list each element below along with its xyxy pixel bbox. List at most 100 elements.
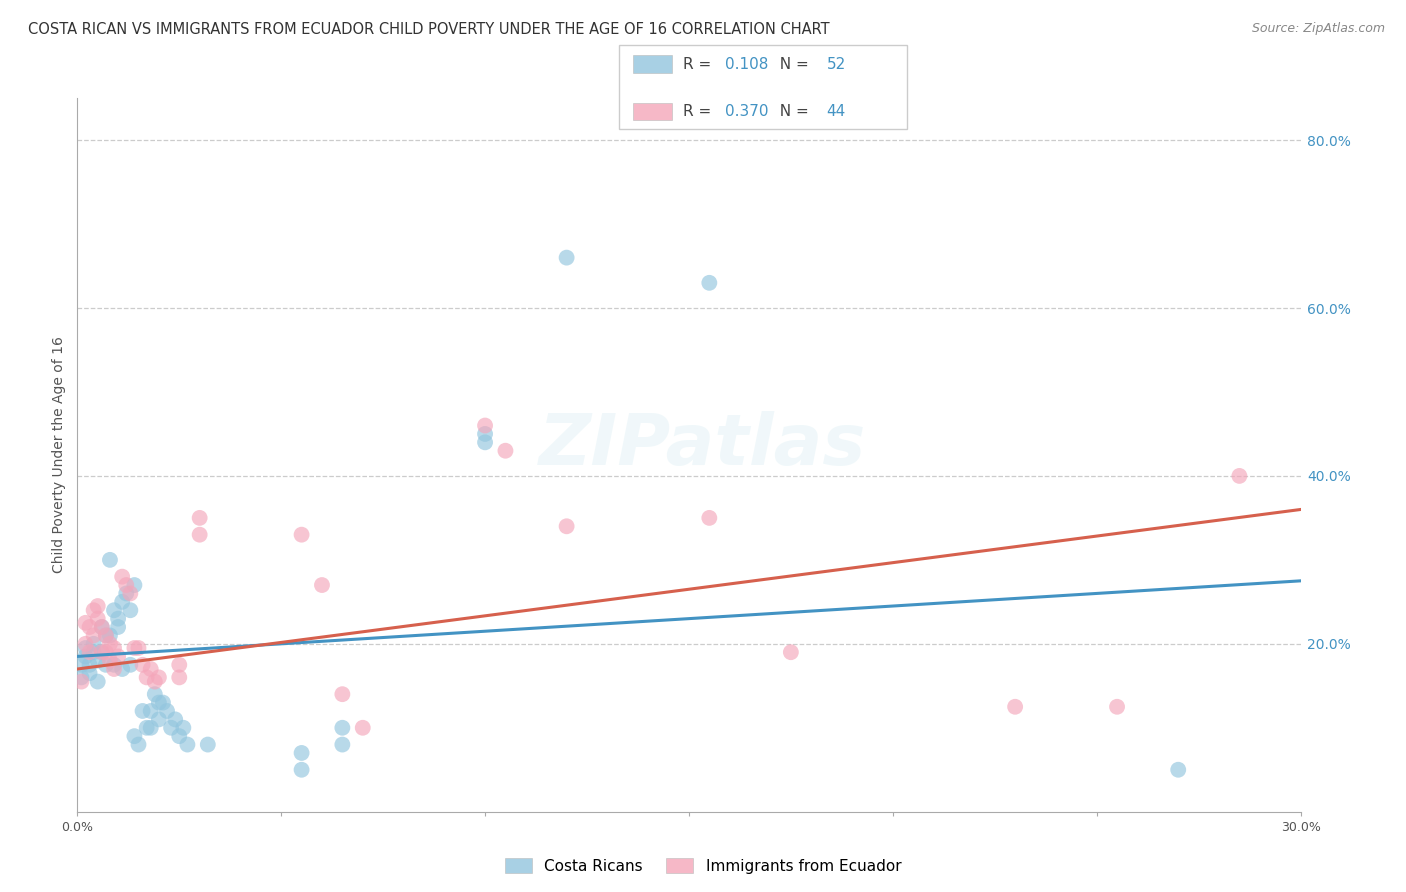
- Text: 0.108: 0.108: [725, 57, 769, 71]
- Point: [90, 620, 112, 634]
- Text: ZIPatlas: ZIPatlas: [540, 411, 866, 481]
- Point: [94, 645, 117, 659]
- Point: [83, 603, 105, 617]
- Point: [176, 738, 198, 752]
- Point: [90, 645, 112, 659]
- Text: COSTA RICAN VS IMMIGRANTS FROM ECUADOR CHILD POVERTY UNDER THE AGE OF 16 CORRELA: COSTA RICAN VS IMMIGRANTS FROM ECUADOR C…: [28, 22, 830, 37]
- Text: R =: R =: [683, 104, 717, 119]
- Point: [107, 612, 129, 626]
- Point: [111, 569, 134, 583]
- Point: [103, 640, 125, 655]
- Point: [291, 763, 314, 777]
- Point: [139, 662, 162, 676]
- Text: 44: 44: [827, 104, 846, 119]
- Point: [90, 620, 112, 634]
- Point: [188, 527, 211, 541]
- Point: [135, 721, 157, 735]
- Point: [1107, 699, 1129, 714]
- Point: [75, 640, 97, 655]
- Point: [291, 527, 314, 541]
- Point: [87, 599, 110, 613]
- Point: [98, 654, 121, 668]
- Point: [197, 738, 219, 752]
- Point: [83, 628, 105, 642]
- Point: [70, 674, 93, 689]
- Text: N =: N =: [770, 104, 814, 119]
- Point: [165, 712, 187, 726]
- Point: [128, 738, 150, 752]
- Point: [474, 418, 496, 433]
- Point: [90, 645, 112, 659]
- Legend: Costa Ricans, Immigrants from Ecuador: Costa Ricans, Immigrants from Ecuador: [499, 852, 907, 880]
- Point: [120, 586, 142, 600]
- Point: [120, 657, 142, 672]
- Point: [103, 603, 125, 617]
- Point: [1004, 699, 1026, 714]
- Point: [98, 628, 121, 642]
- Point: [139, 704, 162, 718]
- Point: [332, 738, 354, 752]
- Point: [1229, 469, 1251, 483]
- Point: [172, 721, 194, 735]
- Point: [143, 674, 166, 689]
- Point: [131, 657, 153, 672]
- Point: [79, 645, 101, 659]
- Point: [495, 443, 517, 458]
- Point: [131, 704, 153, 718]
- Point: [160, 721, 183, 735]
- Point: [124, 640, 146, 655]
- Point: [111, 662, 134, 676]
- Text: 52: 52: [827, 57, 846, 71]
- Point: [780, 645, 803, 659]
- Point: [107, 620, 129, 634]
- Point: [124, 729, 146, 743]
- Y-axis label: Child Poverty Under the Age of 16: Child Poverty Under the Age of 16: [52, 336, 66, 574]
- Point: [474, 435, 496, 450]
- Point: [87, 612, 110, 626]
- Point: [75, 637, 97, 651]
- Point: [87, 654, 110, 668]
- Point: [94, 628, 117, 642]
- Point: [94, 657, 117, 672]
- Point: [152, 696, 174, 710]
- Text: 0.370: 0.370: [725, 104, 769, 119]
- Point: [555, 251, 578, 265]
- Point: [332, 687, 354, 701]
- Point: [115, 578, 138, 592]
- Point: [555, 519, 578, 533]
- Point: [143, 687, 166, 701]
- Point: [120, 603, 142, 617]
- Point: [87, 674, 110, 689]
- Point: [70, 657, 93, 672]
- Point: [169, 657, 191, 672]
- Point: [474, 426, 496, 441]
- Point: [79, 666, 101, 681]
- Point: [135, 670, 157, 684]
- Point: [98, 637, 121, 651]
- Point: [79, 657, 101, 672]
- Point: [115, 586, 138, 600]
- Point: [103, 662, 125, 676]
- Point: [111, 595, 134, 609]
- Point: [352, 721, 374, 735]
- Point: [83, 637, 105, 651]
- Point: [124, 578, 146, 592]
- Point: [188, 511, 211, 525]
- Point: [139, 721, 162, 735]
- Point: [128, 640, 150, 655]
- Point: [148, 712, 170, 726]
- Point: [169, 729, 191, 743]
- Text: Source: ZipAtlas.com: Source: ZipAtlas.com: [1251, 22, 1385, 36]
- Point: [148, 670, 170, 684]
- Point: [311, 578, 333, 592]
- Point: [70, 670, 93, 684]
- Point: [83, 645, 105, 659]
- Point: [699, 276, 721, 290]
- Point: [75, 615, 97, 630]
- Point: [1167, 763, 1189, 777]
- Point: [156, 704, 179, 718]
- Point: [291, 746, 314, 760]
- Point: [79, 620, 101, 634]
- Point: [98, 553, 121, 567]
- Point: [107, 649, 129, 664]
